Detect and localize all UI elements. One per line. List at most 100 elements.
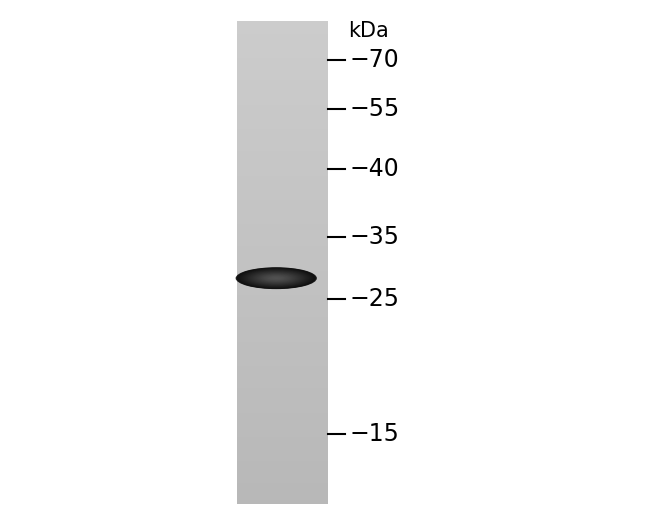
Bar	[237, 322, 328, 324]
Bar	[237, 127, 328, 129]
Bar	[237, 488, 328, 490]
Bar	[237, 313, 328, 314]
Bar	[237, 185, 328, 187]
Bar	[237, 498, 328, 500]
Bar	[237, 64, 328, 66]
Bar	[237, 109, 328, 111]
Ellipse shape	[240, 268, 313, 288]
Bar	[237, 47, 328, 48]
Bar	[237, 48, 328, 50]
Bar	[237, 339, 328, 340]
Bar	[237, 87, 328, 88]
Bar	[237, 150, 328, 151]
Bar	[237, 361, 328, 362]
Bar	[237, 471, 328, 472]
Bar	[237, 434, 328, 435]
Bar	[237, 408, 328, 409]
Bar	[237, 195, 328, 197]
Bar	[237, 474, 328, 475]
Bar	[237, 42, 328, 43]
Bar	[237, 335, 328, 337]
Bar	[237, 456, 328, 458]
Text: −40: −40	[350, 157, 400, 181]
Bar	[237, 217, 328, 219]
Bar	[237, 414, 328, 416]
Bar	[237, 285, 328, 287]
Ellipse shape	[242, 269, 311, 288]
Bar	[237, 74, 328, 75]
Bar	[237, 440, 328, 441]
Bar	[237, 208, 328, 210]
Bar	[237, 482, 328, 484]
Bar	[237, 118, 328, 119]
Bar	[237, 216, 328, 217]
Bar	[237, 421, 328, 422]
Bar	[237, 75, 328, 77]
Bar	[237, 441, 328, 443]
Bar	[237, 445, 328, 446]
Bar	[237, 171, 328, 172]
Bar	[237, 337, 328, 339]
Bar	[237, 292, 328, 293]
Bar	[237, 72, 328, 74]
Bar	[237, 412, 328, 414]
Bar	[237, 437, 328, 438]
Bar	[237, 448, 328, 450]
Bar	[237, 416, 328, 418]
Bar	[237, 21, 328, 22]
Bar	[237, 256, 328, 258]
Bar	[237, 122, 328, 124]
Ellipse shape	[265, 275, 287, 281]
Bar	[237, 274, 328, 276]
Bar	[237, 37, 328, 38]
Bar	[237, 108, 328, 110]
Bar	[237, 279, 328, 280]
Bar	[237, 384, 328, 385]
Bar	[237, 81, 328, 82]
Bar	[237, 163, 328, 164]
Bar	[237, 32, 328, 34]
Ellipse shape	[258, 274, 294, 283]
Bar	[237, 85, 328, 87]
Bar	[237, 359, 328, 361]
Bar	[237, 450, 328, 451]
Bar	[237, 50, 328, 51]
Bar	[237, 406, 328, 408]
Bar	[237, 298, 328, 300]
Bar	[237, 105, 328, 106]
Bar	[237, 432, 328, 434]
Bar	[237, 71, 328, 72]
Bar	[237, 287, 328, 289]
Bar	[237, 184, 328, 185]
Bar	[237, 438, 328, 440]
Bar	[237, 22, 328, 24]
Bar	[237, 77, 328, 79]
Bar	[237, 200, 328, 201]
Bar	[237, 308, 328, 309]
Bar	[237, 161, 328, 163]
Bar	[237, 219, 328, 220]
Bar	[237, 425, 328, 427]
Bar	[237, 411, 328, 412]
Bar	[237, 211, 328, 213]
Bar	[237, 160, 328, 161]
Bar	[237, 393, 328, 395]
Bar	[237, 311, 328, 313]
Bar	[237, 418, 328, 419]
Ellipse shape	[263, 275, 289, 282]
Bar	[237, 114, 328, 116]
Bar	[237, 129, 328, 131]
Ellipse shape	[271, 277, 281, 280]
Bar	[237, 156, 328, 158]
Text: kDa: kDa	[348, 21, 389, 41]
Bar	[237, 464, 328, 466]
Bar	[237, 29, 328, 31]
Bar	[237, 266, 328, 267]
Bar	[237, 340, 328, 342]
Bar	[237, 462, 328, 464]
Bar	[237, 472, 328, 474]
Bar	[237, 24, 328, 25]
Bar	[237, 405, 328, 406]
Bar	[237, 233, 328, 235]
Bar	[237, 282, 328, 283]
